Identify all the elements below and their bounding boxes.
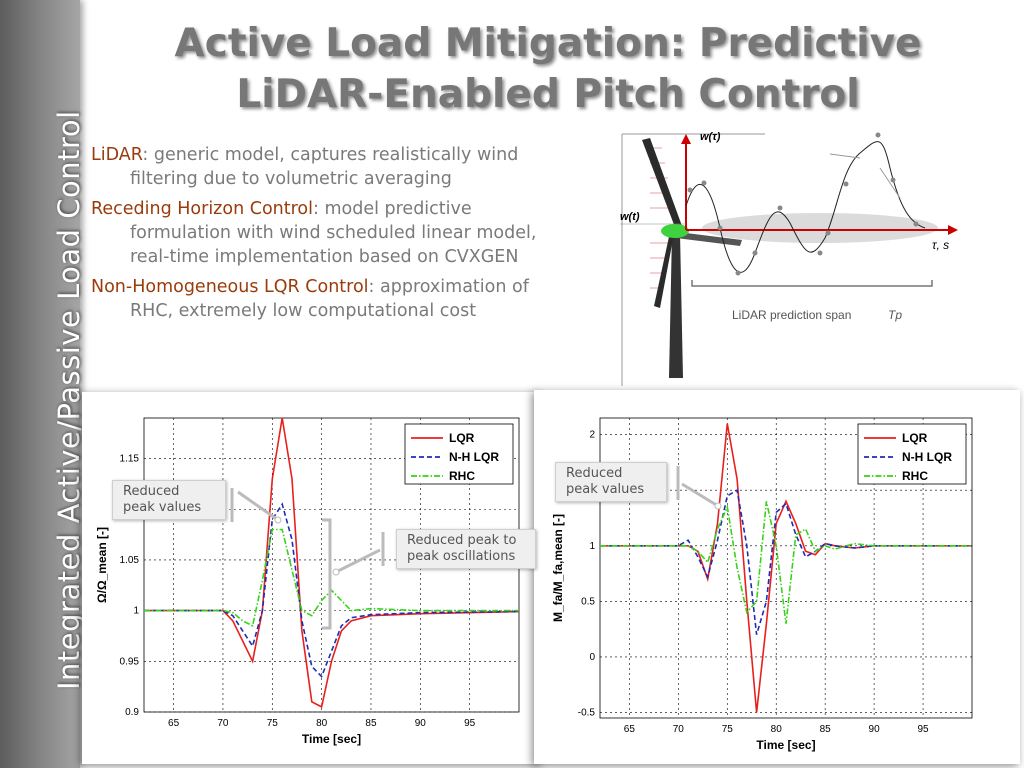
slide-title: Active Load Mitigation: Predictive LiDAR… (90, 18, 1024, 120)
x-tick-label: 80 (316, 718, 328, 729)
span-label: LiDAR prediction span (732, 308, 851, 322)
w-tau-label: w(τ) (700, 131, 721, 143)
tangent-line (879, 167, 901, 199)
x-tick-label: 65 (168, 718, 180, 729)
y-tick-label: 1.05 (120, 555, 140, 566)
callout-reduced-p2p: Reduced peak to peak oscillations (396, 529, 536, 569)
nacelle-icon (661, 224, 689, 238)
x-tick-label: 90 (869, 724, 881, 735)
legend-label: LQR (902, 431, 928, 445)
callout-reduced-peak-left: Reduced peak values (112, 480, 226, 520)
bullet-keyword: Non-Homogeneous LQR Control (91, 277, 369, 297)
bullet-lidar: LiDAR: generic model, captures realistic… (91, 143, 571, 191)
plot-frame (599, 417, 973, 719)
y-tick-label: -0.5 (578, 707, 596, 718)
x-tick-label: 65 (624, 724, 636, 735)
sidebar-title: Integrated Active/Passive Load Control (52, 110, 86, 690)
legend-label: N-H LQR (902, 450, 952, 464)
bullet-text: : approximation of RHC, extremely low co… (130, 277, 529, 321)
sidebar: Integrated Active/Passive Load Control (0, 0, 86, 768)
legend-label: RHC (449, 469, 475, 483)
x-tick-label: 85 (820, 724, 832, 735)
blade-icon (642, 138, 682, 230)
title-line-1: Active Load Mitigation: Predictive (174, 21, 922, 66)
x-tick-label: 90 (415, 718, 427, 729)
series-line-rhc (144, 528, 519, 627)
tau-s-label: τ, s (932, 238, 949, 252)
x-tick-label: 85 (365, 718, 377, 729)
legend-label: RHC (902, 469, 928, 483)
y-tick-label: 1 (133, 606, 139, 617)
y-axis-label: M_fa/M_fa,mean [-] (551, 514, 565, 622)
y-tick-label: 0 (589, 652, 595, 663)
x-tick-label: 70 (217, 718, 229, 729)
legend-label: LQR (449, 431, 475, 445)
w-t-label: w(t) (620, 211, 640, 223)
x-tick-label: 70 (673, 724, 685, 735)
y-tick-label: 1 (589, 541, 595, 552)
x-tick-label: 95 (464, 718, 476, 729)
arrow-up-icon (681, 134, 691, 144)
lidar-diagram: w(τ) w(t) τ, s LiDAR prediction span Tp (620, 131, 958, 386)
x-tick-label: 75 (267, 718, 279, 729)
series-line-n-h-lqr (144, 502, 520, 678)
x-tick-label: 75 (722, 724, 734, 735)
bullet-rhc: Receding Horizon Control: model predicti… (91, 197, 571, 269)
x-tick-label: 80 (771, 724, 783, 735)
span-bracket (691, 280, 933, 287)
series-line-rhc (600, 501, 972, 624)
series-line-n-h-lqr (600, 488, 972, 635)
blade-icon (654, 232, 674, 308)
y-tick-label: 0.5 (581, 596, 595, 607)
legend-label: N-H LQR (449, 450, 499, 464)
bullet-list: LiDAR: generic model, captures realistic… (91, 143, 571, 329)
span-symbol: Tp (888, 308, 902, 322)
legend-box (404, 423, 514, 485)
blade-icon (676, 232, 742, 246)
bullet-nh-lqr: Non-Homogeneous LQR Control: approximati… (91, 275, 571, 323)
x-axis-label: Time [sec] (756, 738, 815, 752)
callout-reduced-peak-right: Reduced peak values (555, 462, 667, 502)
tower-icon (669, 233, 683, 378)
legend-box (857, 423, 967, 485)
lidar-beam (702, 213, 938, 243)
series-line-lqr (144, 417, 520, 709)
y-tick-label: 2 (589, 430, 595, 441)
bullet-text: : model predictive formulation with wind… (130, 199, 537, 267)
tangent-line (829, 153, 861, 159)
sample-points (687, 132, 919, 276)
title-line-2: LiDAR-Enabled Pitch Control (236, 72, 860, 117)
wind-signal (685, 141, 926, 273)
y-axis-label: Ω/Ω_mean [-] (95, 527, 109, 603)
x-axis-label: Time [sec] (302, 732, 361, 746)
arrow-right-icon (948, 225, 958, 235)
bullet-keyword: LiDAR (91, 145, 143, 165)
y-tick-label: 0.9 (125, 707, 139, 718)
x-tick-label: 95 (917, 724, 929, 735)
y-tick-label: 0.95 (120, 656, 140, 667)
bullet-text: : generic model, captures realistically … (130, 145, 519, 189)
y-tick-label: 1.15 (120, 454, 140, 465)
bullet-keyword: Receding Horizon Control (91, 199, 313, 219)
